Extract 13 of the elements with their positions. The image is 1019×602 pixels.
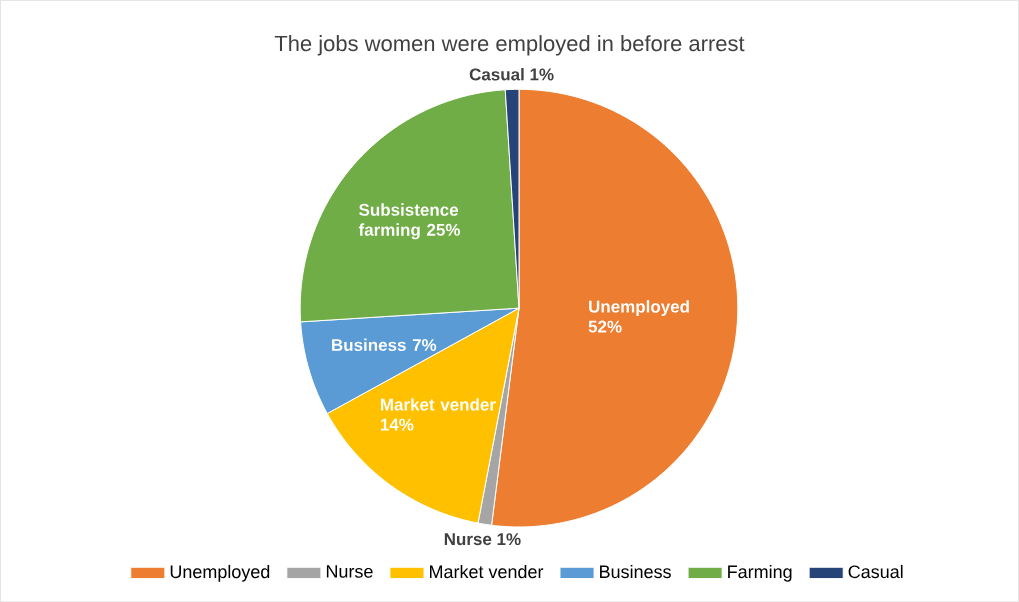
data-label: Nurse 1% <box>444 533 521 545</box>
legend-label: Market vender <box>430 564 544 578</box>
legend-label: Casual <box>848 564 903 578</box>
data-label: Casual 1% <box>469 67 554 81</box>
data-label: Subsistence farming 25% <box>358 203 461 240</box>
data-label: Business 7% <box>332 338 437 351</box>
data-label: Unemployed 52% <box>588 300 689 333</box>
legend-label: Business <box>600 564 671 578</box>
legend-label: Nurse <box>326 565 373 578</box>
legend-label: Unemployed <box>170 564 270 582</box>
legend-label: Farming <box>728 564 792 582</box>
chart-title: The jobs women were employed in before arrest <box>274 34 745 56</box>
data-label: Market vender 14% <box>380 397 496 431</box>
